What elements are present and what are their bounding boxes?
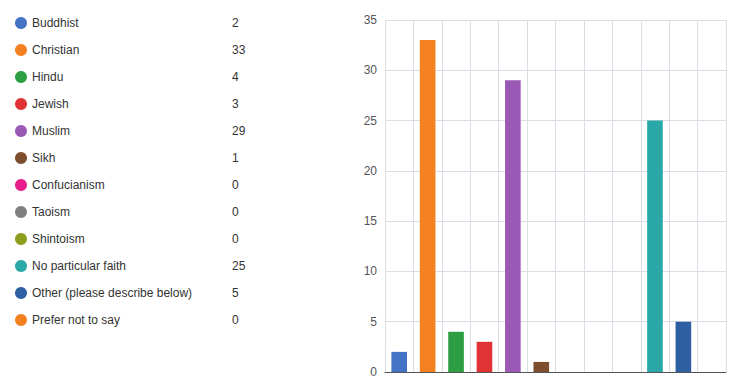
svg-text:2: 2 (232, 16, 239, 30)
svg-text:3: 3 (232, 97, 239, 111)
svg-text:35: 35 (364, 13, 378, 27)
svg-text:25: 25 (364, 114, 378, 128)
svg-text:25: 25 (232, 259, 246, 273)
svg-text:Sikh: Sikh (32, 151, 55, 165)
svg-text:Christian: Christian (32, 43, 79, 57)
svg-text:0: 0 (232, 232, 239, 246)
svg-text:1: 1 (232, 151, 239, 165)
svg-text:4: 4 (232, 70, 239, 84)
svg-text:Muslim: Muslim (32, 124, 70, 138)
svg-text:33: 33 (232, 43, 246, 57)
svg-text:5: 5 (232, 286, 239, 300)
svg-text:30: 30 (364, 63, 378, 77)
svg-text:0: 0 (232, 178, 239, 192)
svg-text:29: 29 (232, 124, 246, 138)
svg-text:20: 20 (364, 164, 378, 178)
svg-text:10: 10 (364, 264, 378, 278)
svg-text:0: 0 (232, 205, 239, 219)
svg-text:0: 0 (370, 365, 377, 379)
svg-text:5: 5 (370, 315, 377, 329)
svg-text:15: 15 (364, 214, 378, 228)
svg-text:Jewish: Jewish (32, 97, 69, 111)
svg-text:Taoism: Taoism (32, 205, 70, 219)
svg-text:0: 0 (232, 313, 239, 327)
svg-text:Hindu: Hindu (32, 70, 63, 84)
svg-text:Buddhist: Buddhist (32, 16, 79, 30)
svg-text:Other (please describe below): Other (please describe below) (32, 286, 192, 300)
svg-text:Prefer not to say: Prefer not to say (32, 313, 120, 327)
svg-text:No particular faith: No particular faith (32, 259, 126, 273)
svg-text:Confucianism: Confucianism (32, 178, 105, 192)
svg-text:Shintoism: Shintoism (32, 232, 85, 246)
